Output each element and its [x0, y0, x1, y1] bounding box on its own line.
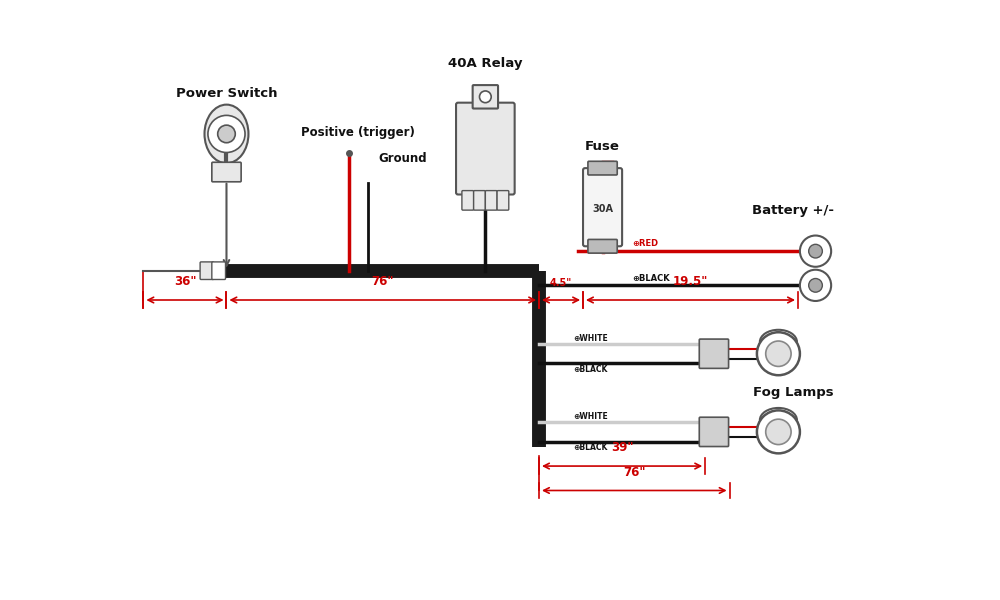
- Text: Fuse: Fuse: [585, 140, 620, 154]
- FancyBboxPatch shape: [588, 239, 617, 253]
- Text: Power Switch: Power Switch: [176, 87, 277, 100]
- Circle shape: [766, 341, 791, 367]
- Text: ⊕BLACK: ⊕BLACK: [573, 443, 608, 452]
- Circle shape: [800, 270, 831, 301]
- Text: Battery +/-: Battery +/-: [752, 204, 834, 217]
- Ellipse shape: [205, 104, 248, 163]
- Text: 39": 39": [611, 442, 633, 454]
- Circle shape: [757, 410, 800, 454]
- Circle shape: [218, 125, 235, 143]
- Text: 76": 76": [623, 466, 646, 479]
- Text: Fog Lamps: Fog Lamps: [753, 386, 833, 400]
- Text: 30A: 30A: [592, 204, 613, 214]
- FancyBboxPatch shape: [474, 191, 485, 210]
- Text: Ground: Ground: [378, 152, 427, 165]
- FancyBboxPatch shape: [212, 162, 241, 182]
- Text: ⊕WHITE: ⊕WHITE: [573, 412, 608, 421]
- Circle shape: [757, 332, 800, 375]
- Circle shape: [208, 115, 245, 152]
- FancyBboxPatch shape: [200, 262, 214, 280]
- Text: 76": 76": [372, 275, 394, 288]
- FancyBboxPatch shape: [588, 161, 617, 175]
- Circle shape: [800, 236, 831, 267]
- FancyBboxPatch shape: [485, 191, 497, 210]
- FancyBboxPatch shape: [456, 103, 515, 194]
- FancyBboxPatch shape: [497, 191, 509, 210]
- Text: Positive (trigger): Positive (trigger): [301, 126, 415, 139]
- FancyBboxPatch shape: [473, 85, 498, 109]
- Text: 40A Relay: 40A Relay: [448, 58, 523, 70]
- Text: ⊕RED: ⊕RED: [632, 239, 658, 248]
- Circle shape: [766, 419, 791, 445]
- FancyBboxPatch shape: [583, 168, 622, 246]
- FancyBboxPatch shape: [462, 191, 474, 210]
- FancyBboxPatch shape: [212, 262, 226, 280]
- Text: ⊕BLACK: ⊕BLACK: [573, 365, 608, 374]
- FancyBboxPatch shape: [699, 339, 729, 368]
- Text: ⊕BLACK: ⊕BLACK: [632, 274, 670, 283]
- Text: 36": 36": [174, 275, 196, 288]
- Text: 19.5": 19.5": [673, 275, 708, 288]
- Circle shape: [479, 91, 491, 103]
- FancyBboxPatch shape: [699, 417, 729, 446]
- Text: ⊕WHITE: ⊕WHITE: [573, 334, 608, 343]
- Circle shape: [809, 278, 822, 292]
- Text: 4.5": 4.5": [550, 278, 572, 288]
- Circle shape: [809, 244, 822, 258]
